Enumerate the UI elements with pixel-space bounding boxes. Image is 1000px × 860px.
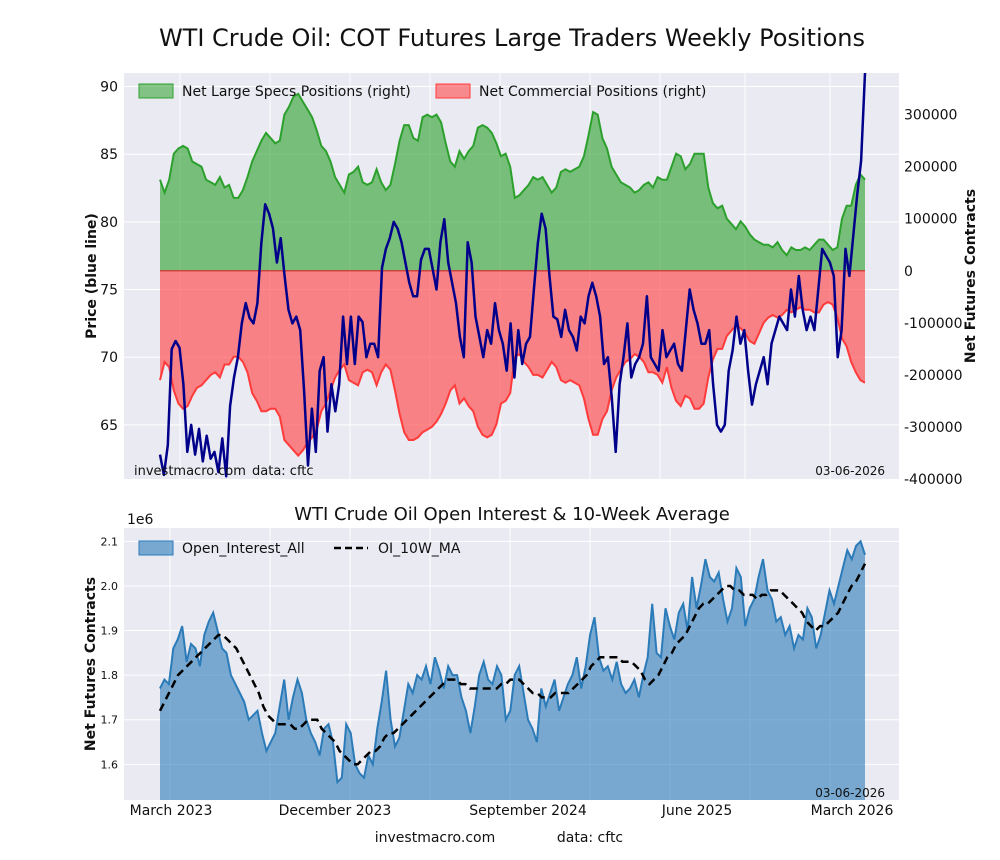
main-title: WTI Crude Oil: COT Futures Large Traders…	[159, 24, 865, 52]
right-tick-label: 300000	[904, 108, 957, 124]
oi-area	[160, 541, 865, 800]
specs-area	[160, 93, 865, 271]
right-axis-ticks: -400000 -300000 -200000 -100000 0 100000 20000…	[904, 108, 963, 488]
x-tick-label: June 2025	[661, 803, 733, 819]
bottom-date-label: 03-06-2026	[815, 786, 885, 800]
x-tick-label: September 2024	[469, 803, 587, 819]
left-tick-label: 85	[100, 147, 118, 163]
right-tick-label: -400000	[904, 472, 963, 488]
x-tick-label: December 2023	[279, 803, 392, 819]
right-tick-label: 0	[904, 264, 913, 280]
legend-swatch-specs	[138, 83, 174, 99]
footer-site: investmacro.com	[375, 830, 495, 846]
oi-ma-layer	[158, 563, 867, 766]
right-tick-label: 200000	[904, 160, 957, 176]
oi-tick-label: 2.1	[101, 535, 119, 548]
left-tick-label: 75	[100, 283, 118, 299]
left-axis-ticks: 65 70 75 80 85 90	[100, 80, 118, 434]
oi-tick-label: 1.7	[101, 714, 119, 727]
legend-label-commercial: Net Commercial Positions (right)	[479, 84, 706, 100]
left-tick-label: 70	[100, 350, 118, 366]
left-axis-label: Price (blue line)	[84, 213, 100, 339]
oi-area-layer	[159, 539, 866, 800]
right-tick-label: -200000	[904, 368, 963, 384]
oi-axis-label: Net Futures Contracts	[83, 577, 99, 751]
watermark-source: data: cftc	[252, 464, 314, 479]
oi-scale-label: 1e6	[127, 512, 154, 528]
top-date-label: 03-06-2026	[815, 464, 885, 478]
oi-tick-label: 2.0	[101, 580, 119, 593]
oi-tick-label: 1.6	[101, 758, 119, 771]
oi-tick-label: 1.9	[101, 625, 119, 638]
legend-label-oi: Open_Interest_All	[182, 541, 305, 557]
commercial-line	[159, 300, 866, 458]
x-tick-label: March 2023	[130, 803, 213, 819]
price-line-layer	[158, 72, 867, 478]
oi-axis-ticks: 1.6 1.7 1.8 1.9 2.0 2.1	[101, 535, 119, 771]
watermark-site: investmacro.com	[134, 464, 246, 479]
legend-swatch-commercial	[435, 83, 471, 99]
oi-line	[159, 539, 866, 785]
footer-source: data: cftc	[557, 830, 623, 846]
left-tick-label: 90	[100, 80, 118, 96]
left-tick-label: 65	[100, 418, 118, 434]
oi-ma-line	[158, 563, 867, 766]
right-axis-label: Net Futures Contracts	[963, 189, 979, 363]
legend-swatch-oi	[138, 540, 174, 556]
legend-label-specs: Net Large Specs Positions (right)	[182, 84, 411, 100]
specs-line	[159, 92, 866, 257]
x-tick-label: March 2026	[811, 803, 894, 819]
left-tick-label: 80	[100, 215, 118, 231]
right-tick-label: 100000	[904, 212, 957, 228]
right-tick-label: -100000	[904, 316, 963, 332]
x-axis-ticks: March 2023 December 2023 September 2024 Jun…	[130, 803, 894, 819]
right-tick-label: -300000	[904, 420, 963, 436]
oi-chart-title: WTI Crude Oil Open Interest & 10-Week Av…	[294, 504, 730, 525]
legend-label-ma: OI_10W_MA	[378, 541, 461, 557]
oi-tick-label: 1.8	[101, 669, 119, 682]
price-line	[158, 72, 867, 478]
